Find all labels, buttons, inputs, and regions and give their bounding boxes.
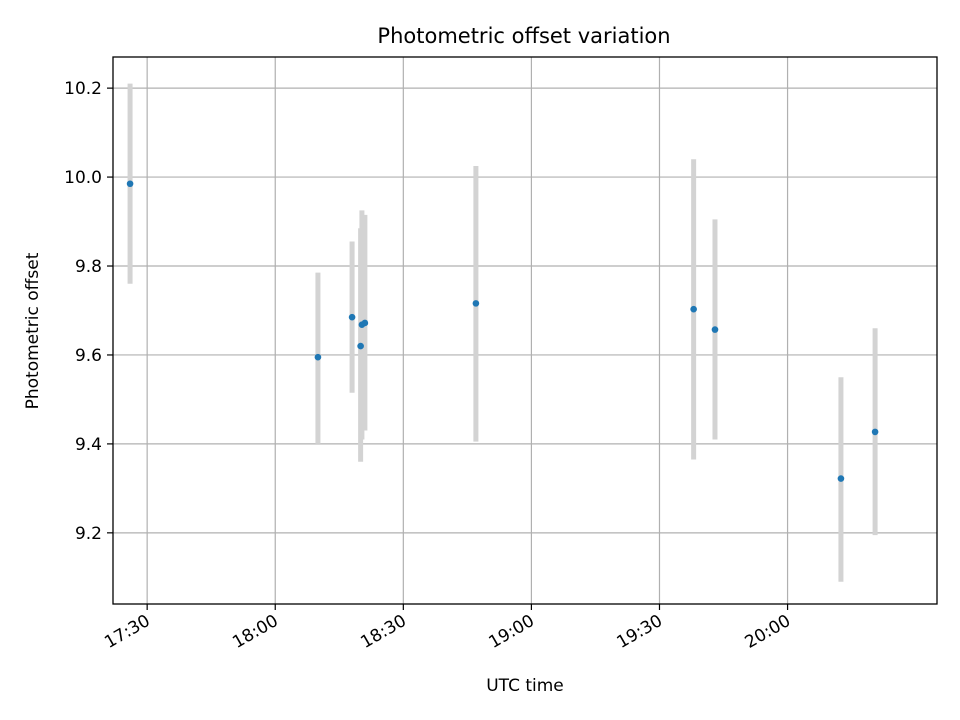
data-point: [690, 305, 697, 313]
data-point: [348, 313, 356, 321]
plot-frame: [112, 56, 938, 605]
data-point: [472, 300, 480, 307]
data-points: [126, 180, 879, 482]
y-tick-label: 10.2: [64, 79, 102, 99]
data-point: [837, 475, 845, 482]
x-axis-label: UTC time: [486, 676, 564, 696]
y-tick-label: 9.2: [75, 524, 102, 544]
data-point: [361, 319, 369, 327]
y-tick-label: 9.8: [75, 257, 102, 277]
data-point: [357, 342, 364, 350]
y-tick-label: 10.0: [64, 168, 102, 188]
y-tick-label: 9.4: [75, 435, 102, 455]
data-point: [314, 353, 322, 361]
grid-lines: [113, 57, 937, 604]
data-point: [711, 326, 719, 333]
y-tick-label: 9.6: [75, 346, 102, 366]
y-axis-label: Photometric offset: [23, 252, 43, 409]
data-point: [871, 428, 879, 436]
data-point: [126, 180, 134, 188]
chart-title: Photometric offset variation: [377, 24, 670, 48]
y-axis-ticks: 9.2 9.4 9.6 9.8 10.0 10.2: [64, 79, 113, 544]
